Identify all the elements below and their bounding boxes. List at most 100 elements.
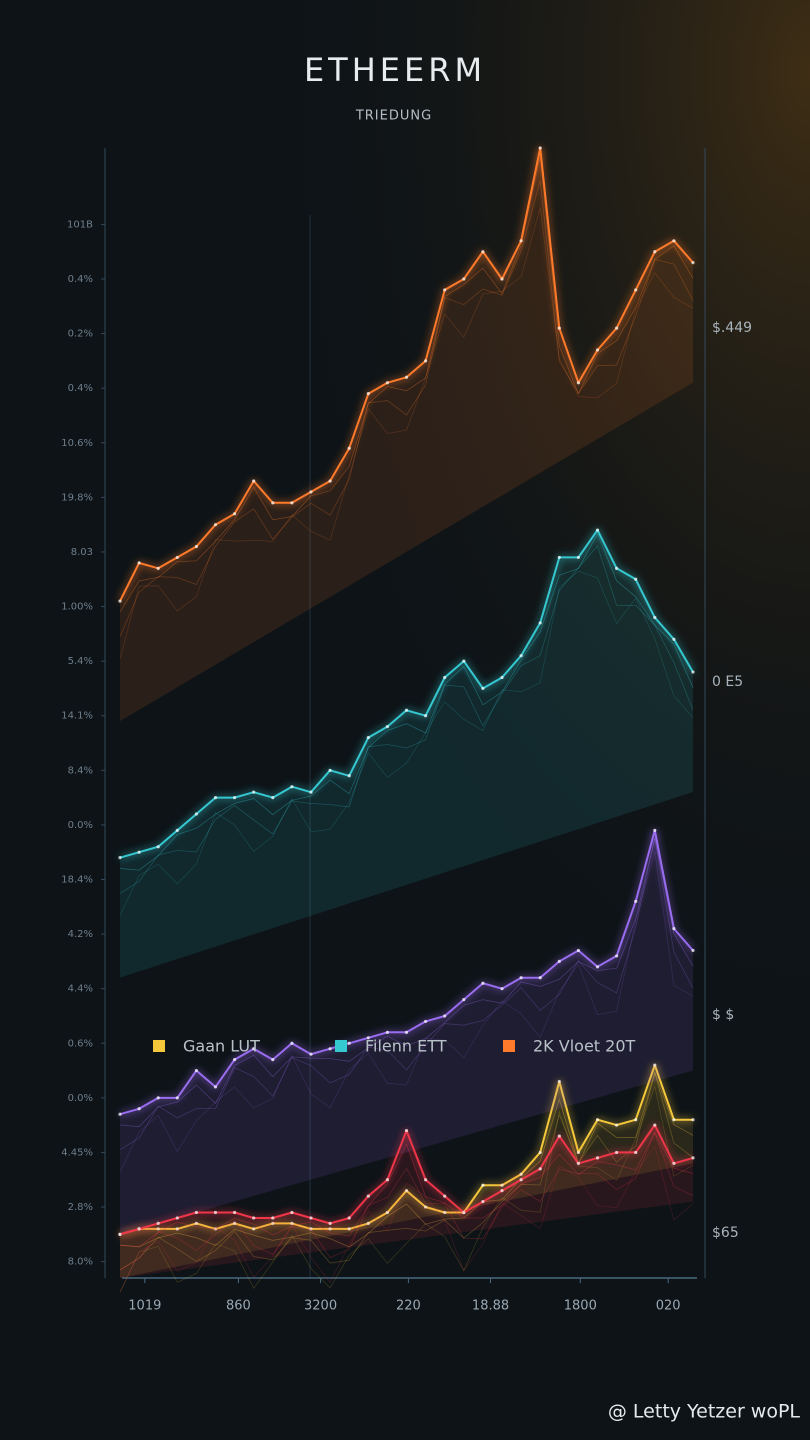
data-point bbox=[595, 528, 600, 532]
data-point bbox=[538, 146, 542, 150]
annotation: 0 E5 bbox=[712, 674, 743, 690]
data-point bbox=[424, 714, 428, 718]
data-point bbox=[194, 1210, 198, 1215]
data-point bbox=[290, 1221, 294, 1226]
y-tick-label: 1.00% bbox=[61, 602, 93, 613]
mesh-line bbox=[119, 1071, 694, 1248]
data-point bbox=[538, 1150, 542, 1155]
mesh-line bbox=[119, 180, 694, 637]
data-point bbox=[252, 1227, 256, 1231]
data-point bbox=[462, 659, 466, 663]
data-point bbox=[252, 1047, 256, 1051]
data-point bbox=[691, 948, 695, 953]
data-point bbox=[576, 948, 581, 953]
data-point bbox=[519, 239, 523, 243]
y-tick-label: 0.4% bbox=[68, 383, 93, 394]
data-point bbox=[443, 1210, 447, 1215]
x-tick-label: 860 bbox=[226, 1299, 251, 1314]
data-point bbox=[156, 566, 160, 570]
data-point bbox=[615, 566, 619, 570]
data-point bbox=[595, 348, 600, 352]
legend-label: Gaan LUT bbox=[183, 1037, 260, 1056]
data-point bbox=[328, 479, 332, 483]
data-point bbox=[462, 1210, 466, 1215]
chart-title: ETHEERM bbox=[304, 51, 486, 89]
data-point bbox=[615, 326, 619, 330]
y-tick-label: 4.4% bbox=[68, 984, 93, 995]
data-point bbox=[213, 1227, 218, 1231]
data-point bbox=[653, 250, 657, 254]
data-point bbox=[443, 675, 447, 680]
data-point bbox=[271, 1221, 275, 1226]
y-tick-label: 4.2% bbox=[68, 929, 93, 940]
data-point bbox=[481, 981, 485, 985]
data-point bbox=[500, 987, 504, 991]
data-point bbox=[634, 1150, 638, 1155]
data-point bbox=[309, 1227, 313, 1231]
data-point bbox=[595, 965, 600, 969]
data-point bbox=[481, 250, 485, 254]
data-point bbox=[290, 1210, 294, 1215]
y-tick-label: 0.4% bbox=[68, 274, 93, 285]
data-point bbox=[557, 1134, 561, 1138]
data-point bbox=[347, 1227, 351, 1231]
data-point bbox=[519, 976, 523, 980]
data-point bbox=[156, 1221, 160, 1226]
data-point bbox=[500, 1189, 504, 1193]
y-tick-label: 0.0% bbox=[68, 820, 93, 831]
data-point bbox=[213, 523, 218, 527]
data-point bbox=[347, 1041, 351, 1045]
data-point bbox=[252, 479, 256, 483]
data-point bbox=[424, 1205, 428, 1209]
data-point bbox=[309, 490, 313, 494]
data-point bbox=[404, 1189, 409, 1193]
data-point bbox=[252, 1216, 256, 1220]
y-tick-label: 8.0% bbox=[68, 1257, 93, 1268]
data-point bbox=[672, 637, 676, 641]
data-point bbox=[557, 326, 561, 330]
data-point bbox=[290, 785, 294, 789]
data-point bbox=[328, 1221, 332, 1226]
data-point bbox=[538, 621, 542, 625]
y-tick-label: 0.0% bbox=[68, 1093, 93, 1104]
mesh-line bbox=[119, 532, 694, 871]
data-point bbox=[233, 512, 237, 516]
y-tick-label: 19.8% bbox=[61, 492, 93, 503]
data-point bbox=[404, 375, 409, 379]
data-point bbox=[175, 1227, 179, 1231]
data-point bbox=[691, 1118, 695, 1122]
data-point bbox=[271, 1058, 275, 1062]
data-point bbox=[118, 599, 122, 603]
data-point bbox=[328, 1047, 332, 1051]
data-point bbox=[385, 381, 389, 385]
data-point bbox=[271, 1216, 275, 1220]
data-point bbox=[233, 796, 237, 800]
series-area bbox=[120, 1125, 693, 1278]
data-point bbox=[137, 850, 141, 854]
x-tick-label: 3200 bbox=[304, 1299, 337, 1314]
data-point bbox=[500, 277, 504, 281]
mesh-line bbox=[119, 837, 694, 1128]
data-point bbox=[538, 976, 542, 980]
data-point bbox=[481, 1183, 485, 1187]
data-point bbox=[290, 1041, 294, 1045]
data-point bbox=[137, 1107, 141, 1111]
x-tick-label: 18.88 bbox=[472, 1299, 509, 1314]
data-point bbox=[595, 1118, 600, 1122]
data-point bbox=[576, 1161, 581, 1165]
mesh-line bbox=[119, 1131, 694, 1248]
data-point bbox=[672, 239, 676, 243]
data-point bbox=[481, 686, 485, 691]
data-point bbox=[175, 1216, 179, 1220]
legend-label: Filenn ETT bbox=[365, 1037, 447, 1056]
y-tick-label: 4.45% bbox=[61, 1147, 93, 1158]
data-point bbox=[672, 927, 676, 931]
data-point bbox=[366, 735, 370, 740]
data-point bbox=[347, 774, 351, 778]
data-point bbox=[424, 1019, 428, 1024]
data-point bbox=[213, 1210, 218, 1215]
y-tick-label: 0.2% bbox=[68, 329, 93, 340]
data-point bbox=[443, 288, 447, 292]
mesh-line bbox=[119, 156, 694, 613]
